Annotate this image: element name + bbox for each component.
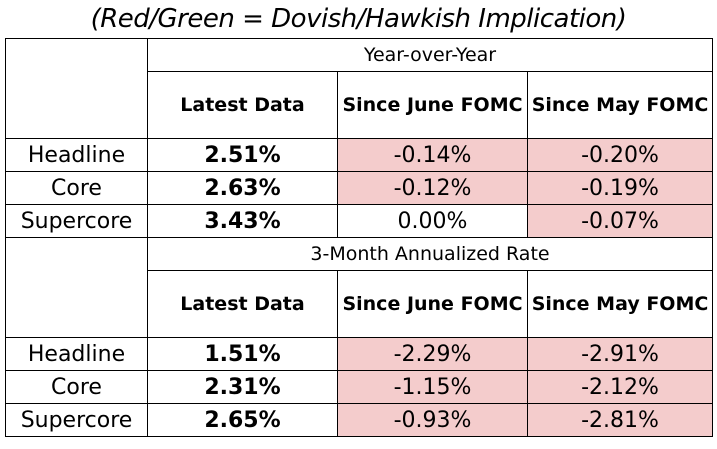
inflation-table: Year-over-Year Latest Data Since June FOMC… [5, 38, 713, 437]
row-label: Core [5, 171, 148, 205]
col-header-since-may: Since May FOMC [527, 71, 713, 139]
since-may-value: -2.91% [527, 337, 713, 371]
latest-value: 2.31% [147, 370, 338, 404]
section-header-row: 3-Month Annualized Rate [5, 237, 713, 338]
table-row: Headline 1.51% -2.29% -2.91% [5, 337, 713, 371]
col-header-since-may: Since May FOMC [527, 270, 713, 338]
since-june-value: -0.12% [337, 171, 528, 205]
table-row: Core 2.31% -1.15% -2.12% [5, 370, 713, 404]
corner-blank [5, 237, 148, 338]
table-row: Supercore 3.43% 0.00% -0.07% [5, 204, 713, 238]
row-label: Supercore [5, 403, 148, 437]
section-label: Year-over-Year [147, 38, 713, 72]
section-label: 3-Month Annualized Rate [147, 237, 713, 271]
since-may-value: -0.07% [527, 204, 713, 238]
section-header-row: Year-over-Year [5, 38, 713, 139]
since-june-value: -1.15% [337, 370, 528, 404]
row-label: Headline [5, 337, 148, 371]
latest-value: 3.43% [147, 204, 338, 238]
table-row: Supercore 2.65% -0.93% -2.81% [5, 403, 713, 437]
latest-value: 1.51% [147, 337, 338, 371]
table-title: (Red/Green = Dovish/Hawkish Implication) [90, 4, 627, 34]
corner-blank [5, 38, 148, 139]
latest-value: 2.51% [147, 138, 338, 172]
col-header-since-june: Since June FOMC [337, 270, 528, 338]
col-header-latest: Latest Data [147, 71, 338, 139]
since-june-value: -2.29% [337, 337, 528, 371]
table-row: Core 2.63% -0.12% -0.19% [5, 171, 713, 205]
column-header-row: Latest Data Since June FOMC Since May FOMC [6, 270, 713, 338]
since-may-value: -2.81% [527, 403, 713, 437]
table-row: Headline 2.51% -0.14% -0.20% [5, 138, 713, 172]
since-june-value: -0.14% [337, 138, 528, 172]
latest-value: 2.63% [147, 171, 338, 205]
since-may-value: -0.19% [527, 171, 713, 205]
since-may-value: -0.20% [527, 138, 713, 172]
column-header-row: Latest Data Since June FOMC Since May FOMC [6, 71, 713, 139]
row-label: Headline [5, 138, 148, 172]
col-header-since-june: Since June FOMC [337, 71, 528, 139]
since-june-value: -0.93% [337, 403, 528, 437]
col-header-latest: Latest Data [147, 270, 338, 338]
row-label: Supercore [5, 204, 148, 238]
since-june-value: 0.00% [337, 204, 528, 238]
latest-value: 2.65% [147, 403, 338, 437]
since-may-value: -2.12% [527, 370, 713, 404]
row-label: Core [5, 370, 148, 404]
